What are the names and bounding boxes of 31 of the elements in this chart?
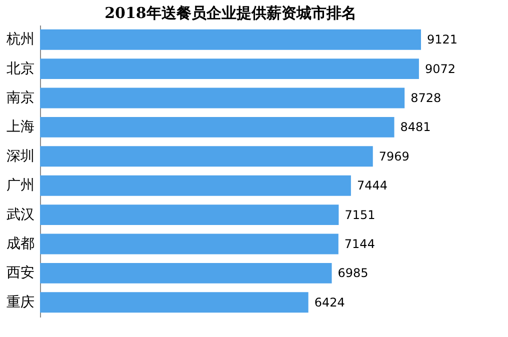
y-tick-label: 成都 <box>6 236 34 252</box>
y-tick-label: 广州 <box>6 178 34 194</box>
bar <box>40 29 421 50</box>
data-label: 6985 <box>338 266 368 280</box>
y-tick-label: 北京 <box>6 60 34 77</box>
data-label: 7969 <box>378 149 410 164</box>
data-label: 7151 <box>344 208 376 222</box>
bar <box>40 262 332 284</box>
bar <box>40 204 339 226</box>
y-tick-label: 杭州 <box>6 32 34 48</box>
data-label: 9121 <box>427 32 458 47</box>
data-label: 7144 <box>344 237 375 251</box>
bar <box>40 116 394 138</box>
y-tick-label: 南京 <box>6 90 34 106</box>
bar <box>40 58 419 80</box>
data-label: 7444 <box>356 178 388 193</box>
y-tick-label: 西安 <box>6 265 34 282</box>
bar <box>40 292 308 313</box>
y-tick-label: 深圳 <box>6 148 34 164</box>
data-label: 8481 <box>400 120 431 134</box>
data-label: 8728 <box>410 91 442 105</box>
data-label: 9072 <box>424 62 456 76</box>
y-tick-label: 上海 <box>6 119 34 136</box>
chart-title: 2018年送餐员企业提供薪资城市排名 <box>104 4 356 22</box>
bar <box>40 175 351 196</box>
y-tick-label: 重庆 <box>6 294 34 310</box>
bar <box>40 234 338 254</box>
data-label: 6424 <box>314 295 345 310</box>
bar <box>40 88 405 108</box>
y-tick-label: 武汉 <box>6 206 34 223</box>
bar <box>40 146 373 167</box>
